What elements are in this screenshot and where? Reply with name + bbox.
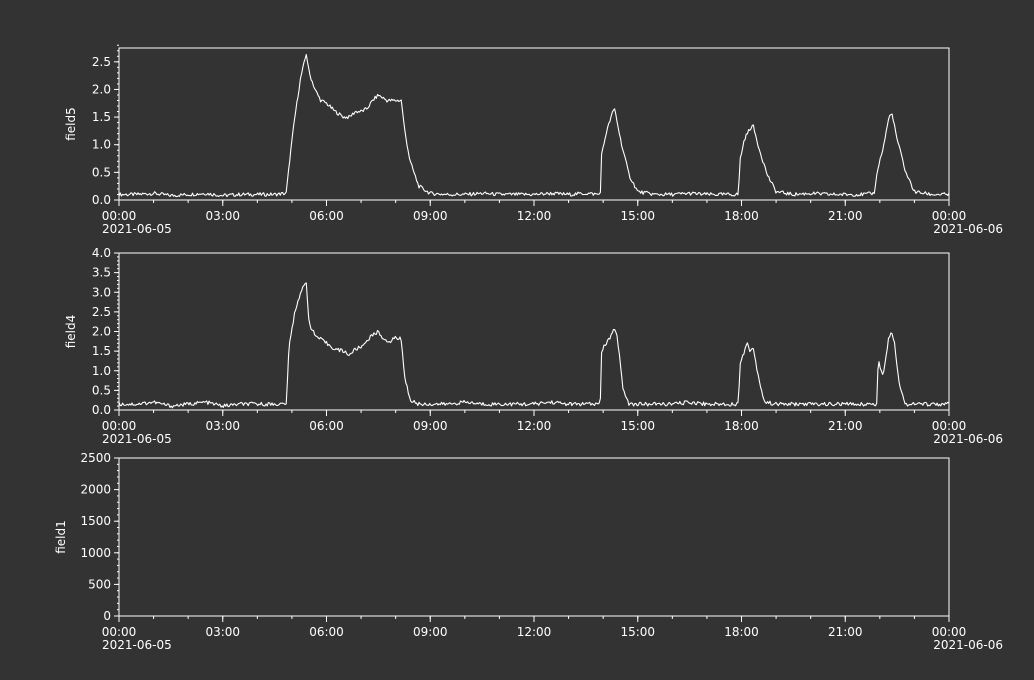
plot-frame-field4 [118, 252, 950, 411]
x-tick-label: 00:00 [102, 625, 137, 639]
x-tick-label: 06:00 [309, 419, 344, 433]
x-tick-label: 18:00 [724, 625, 759, 639]
y-tick-label: 0.0 [92, 193, 111, 207]
x-tick-label: 12:00 [517, 419, 552, 433]
y-tick-label: 2.0 [92, 325, 111, 339]
x-tick-label: 21:00 [828, 419, 863, 433]
x-date-start-label: 2021-06-05 [102, 638, 172, 652]
y-tick-label: 1.0 [92, 138, 111, 152]
y-tick-label: 1.5 [92, 344, 111, 358]
x-tick-label: 18:00 [724, 419, 759, 433]
x-tick-label: 21:00 [828, 625, 863, 639]
x-date-start-label: 2021-06-05 [102, 432, 172, 446]
y-tick-label: 3.0 [92, 285, 111, 299]
y-tick-label: 4.0 [92, 246, 111, 260]
series-line-field5 [118, 53, 950, 198]
y-tick-label: 0.5 [92, 383, 111, 397]
x-tick-label: 00:00 [932, 419, 967, 433]
x-tick-label: 00:00 [932, 625, 967, 639]
y-tick-label: 0.5 [92, 165, 111, 179]
x-tick-label: 03:00 [205, 419, 240, 433]
y-tick-label: 1.0 [92, 364, 111, 378]
plot-frame-field1 [118, 457, 950, 617]
y-axis-label: field1 [54, 520, 68, 554]
x-date-start-label: 2021-06-05 [102, 222, 172, 236]
x-tick-label: 06:00 [309, 625, 344, 639]
x-tick-label: 09:00 [413, 419, 448, 433]
y-tick-label: 1500 [80, 514, 111, 528]
x-tick-label: 21:00 [828, 209, 863, 223]
y-tick-label: 2000 [80, 483, 111, 497]
x-date-end-label: 2021-06-06 [933, 222, 1003, 236]
x-tick-label: 03:00 [205, 209, 240, 223]
y-tick-label: 500 [88, 577, 111, 591]
x-tick-label: 00:00 [102, 209, 137, 223]
x-tick-label: 00:00 [102, 419, 137, 433]
x-tick-label: 06:00 [309, 209, 344, 223]
x-tick-label: 09:00 [413, 209, 448, 223]
x-tick-label: 03:00 [205, 625, 240, 639]
x-tick-label: 18:00 [724, 209, 759, 223]
series-line-field4 [118, 282, 950, 409]
x-date-end-label: 2021-06-06 [933, 432, 1003, 446]
x-tick-label: 09:00 [413, 625, 448, 639]
y-tick-label: 1000 [80, 546, 111, 560]
y-tick-label: 0 [103, 609, 111, 623]
x-tick-label: 15:00 [620, 625, 655, 639]
x-tick-label: 12:00 [517, 209, 552, 223]
x-tick-label: 12:00 [517, 625, 552, 639]
plot-frame-field5 [118, 47, 950, 201]
y-tick-label: 3.5 [92, 266, 111, 280]
x-tick-label: 00:00 [932, 209, 967, 223]
y-tick-label: 1.5 [92, 110, 111, 124]
y-tick-label: 2.5 [92, 55, 111, 69]
y-tick-label: 2.0 [92, 82, 111, 96]
x-date-end-label: 2021-06-06 [933, 638, 1003, 652]
x-tick-label: 15:00 [620, 419, 655, 433]
x-tick-label: 15:00 [620, 209, 655, 223]
y-axis-label: field5 [64, 107, 78, 141]
y-tick-label: 2500 [80, 451, 111, 465]
y-axis-label: field4 [64, 315, 78, 349]
y-tick-label: 2.5 [92, 305, 111, 319]
y-tick-label: 0.0 [92, 403, 111, 417]
